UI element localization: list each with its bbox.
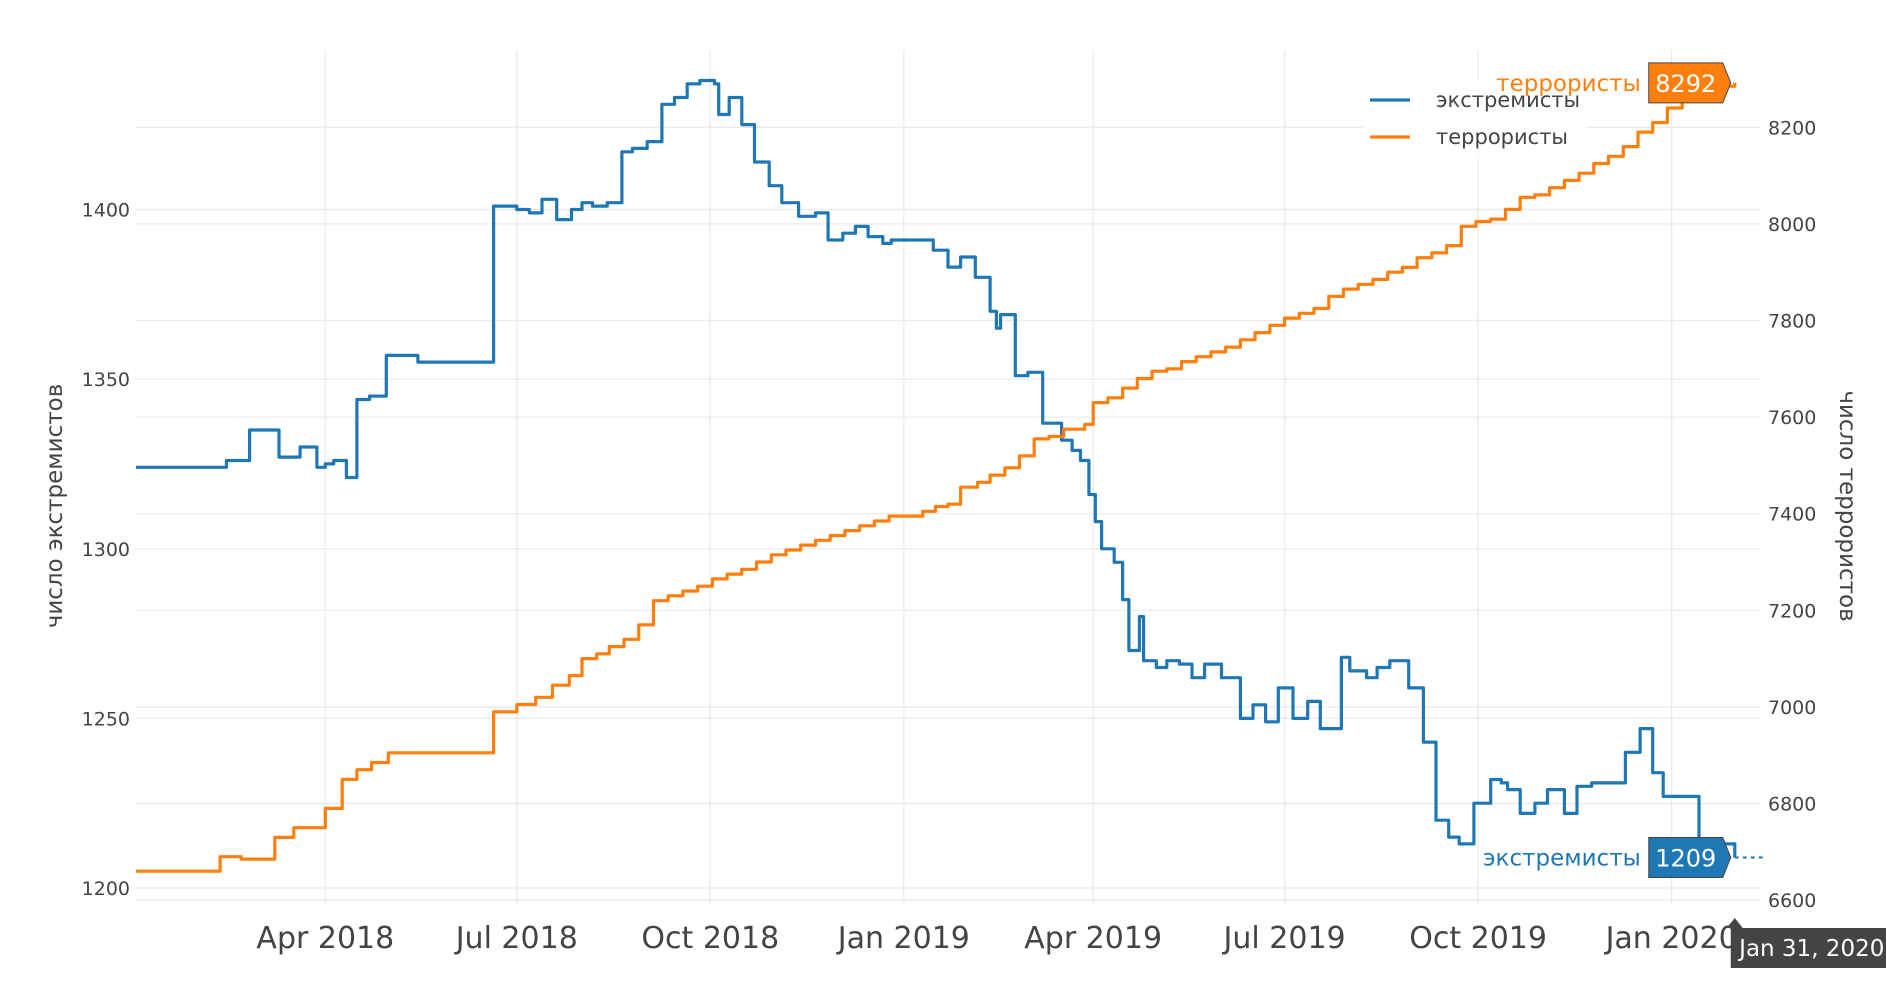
y-right-tick-label: 8200	[1768, 117, 1816, 139]
hover-date-label: Jan 31, 2020	[1737, 936, 1884, 962]
y-right-tick-label: 6600	[1768, 890, 1816, 912]
hover-series-name: террористы	[1496, 71, 1641, 97]
hover-value: 8292	[1655, 70, 1716, 98]
y-axis-left: 1200 1250 1300 1350 1400	[82, 199, 130, 900]
y-left-tick-label: 1300	[82, 539, 130, 561]
y-left-tick-label: 1350	[82, 369, 130, 391]
y-right-tick-label: 7000	[1768, 697, 1816, 719]
y-axis-left-title: число экстремистов	[42, 384, 68, 629]
y-right-tick-label: 7200	[1768, 600, 1816, 622]
x-tick-label: Apr 2018	[256, 921, 394, 956]
x-tick-label: Oct 2018	[641, 921, 779, 956]
legend-label[interactable]: террористы	[1436, 125, 1568, 149]
x-tick-label: Jul 2019	[1222, 921, 1346, 956]
y-left-tick-label: 1250	[82, 708, 130, 730]
x-tick-label: Jul 2018	[454, 921, 578, 956]
x-axis: Apr 2018 Jul 2018 Oct 2018 Jan 2019 Apr 2019…	[256, 921, 1737, 956]
hover-date-badge	[1726, 918, 1886, 968]
x-tick-label: Jan 2019	[836, 921, 970, 956]
y-right-tick-label: 7600	[1768, 407, 1816, 429]
x-tick-label: Jan 2020	[1604, 921, 1738, 956]
y-axis-right: 6600 6800 7000 7200 7400 7600 7800 8000 8200	[1768, 117, 1816, 912]
y-axis-right-title: число террористов	[1834, 390, 1860, 621]
y-right-tick-label: 6800	[1768, 794, 1816, 816]
series-lines[interactable]	[136, 78, 1737, 873]
grid-lines	[136, 50, 1760, 905]
y-right-tick-label: 8000	[1768, 214, 1816, 236]
x-tick-label: Apr 2019	[1024, 921, 1162, 956]
hover-value: 1209	[1655, 845, 1716, 873]
series-line[interactable]	[136, 82, 1737, 873]
series-line[interactable]	[136, 78, 1737, 858]
legend-box	[1362, 80, 1587, 158]
y-right-tick-label: 7400	[1768, 504, 1816, 526]
legend[interactable]: экстремисты террористы	[1362, 80, 1587, 158]
hover-labels: 1209 экстремисты 8292 террористы Jan 31, 202…	[1483, 62, 1886, 968]
legend-label[interactable]: экстремисты	[1436, 88, 1580, 112]
hover-value-badge	[1648, 837, 1732, 878]
hover-value-badge	[1648, 62, 1732, 104]
x-tick-label: Oct 2019	[1409, 921, 1547, 956]
y-left-tick-label: 1200	[82, 878, 130, 900]
y-left-tick-label: 1400	[82, 199, 130, 221]
y-right-tick-label: 7800	[1768, 311, 1816, 333]
hover-series-name: экстремисты	[1483, 846, 1641, 872]
